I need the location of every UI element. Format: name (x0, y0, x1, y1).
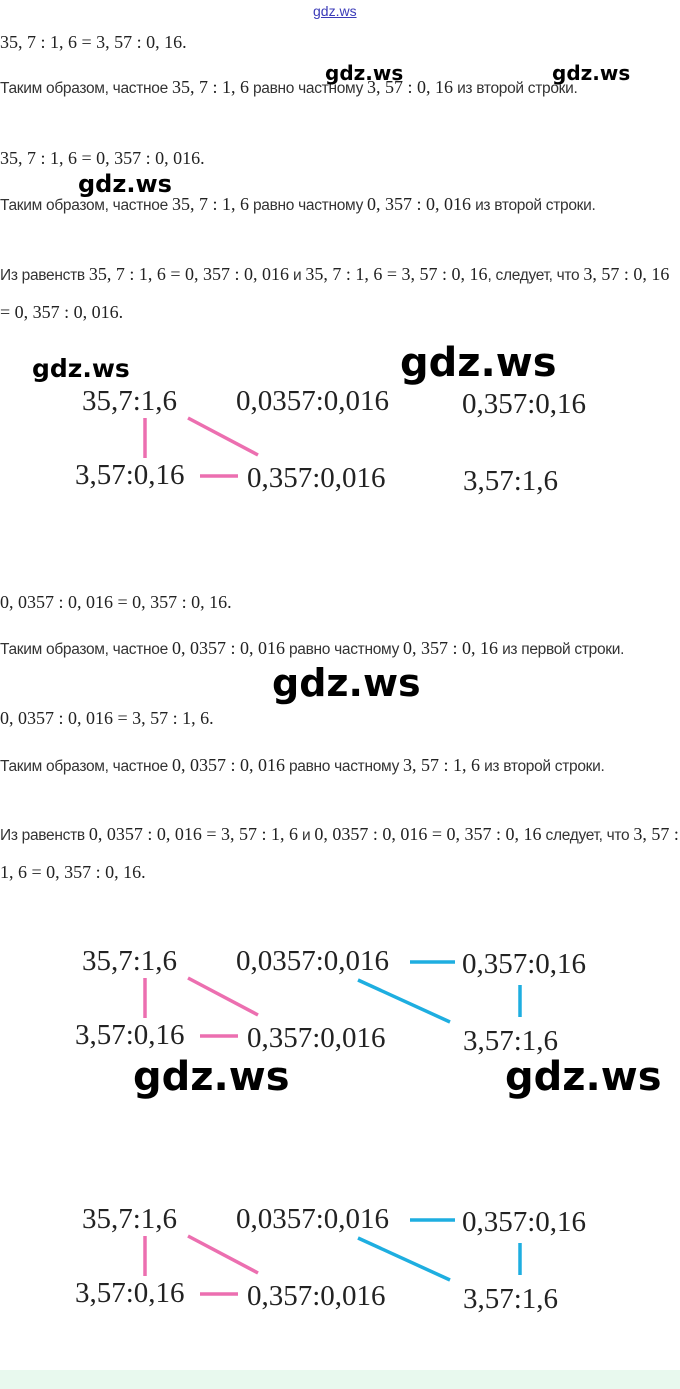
paragraph: 0, 0357 : 0, 016 = 0, 357 : 0, 16. (0, 584, 680, 622)
diagram-label: 0,357:0,16 (462, 388, 586, 420)
math: 35, 7 : 1, 6 (171, 194, 249, 214)
text: Из равенств (0, 267, 89, 284)
text: Таким образом, частное (0, 758, 172, 775)
text: равно частному (248, 80, 368, 97)
watermark: gdz.ws (32, 354, 130, 383)
math: 0, 0357 : 0, 016 = 3, 57 : 1, 6 (88, 824, 298, 844)
math: 35, 7 : 1, 6 = 3, 57 : 0, 16. (0, 32, 187, 52)
math: 35, 7 : 1, 6 = 0, 357 : 0, 016. (0, 148, 205, 168)
link (187, 976, 259, 1017)
text: следует, что (541, 827, 634, 844)
diagram-label: 0,0357:0,016 (236, 1203, 389, 1235)
paragraph: Из равенств 0, 0357 : 0, 016 = 3, 57 : 1… (0, 816, 680, 892)
diagram: 35,7:1,6 0,0357:0,016 0,357:0,16 3,57:0,16 0… (75, 385, 586, 497)
math: 3, 57 : 1, 6 (403, 755, 481, 775)
text: из первой строки. (498, 641, 625, 658)
paragraph: 0, 0357 : 0, 016 = 3, 57 : 1, 6. (0, 700, 680, 738)
diagram-label: 0,357:0,16 (462, 948, 586, 980)
diagram-label: 3,57:0,16 (75, 459, 185, 491)
math: 0, 0357 : 0, 016 = 0, 357 : 0, 16 (314, 824, 542, 844)
text: Таким образом, частное (0, 197, 172, 214)
text: , следует, что (487, 267, 584, 284)
math: 3, 57 : 1, 6 = 0, 357 : 0, 16. (0, 824, 679, 882)
text: и (297, 827, 315, 844)
text: Из равенств (0, 827, 89, 844)
diagram-label: 3,57:1,6 (463, 1283, 558, 1315)
link (187, 416, 259, 457)
link (357, 1236, 451, 1282)
link (357, 978, 451, 1024)
math: 0, 0357 : 0, 016 = 3, 57 : 1, 6. (0, 708, 214, 728)
text: равно частному (284, 641, 404, 658)
diagram: 35,7:1,6 0,0357:0,016 0,357:0,16 3,57:0,16 0… (75, 945, 586, 1057)
paragraph: 35, 7 : 1, 6 = 3, 57 : 0, 16. (0, 24, 680, 62)
text: Таким образом, частное (0, 80, 172, 97)
diagram-label: 0,357:0,016 (247, 1280, 386, 1312)
watermark: gdz.ws (325, 61, 403, 85)
math: 0, 357 : 0, 16 (403, 638, 499, 658)
text: Таким образом, частное (0, 641, 172, 658)
diagram-label: 3,57:1,6 (463, 465, 558, 497)
paragraph: Таким образом, частное 0, 0357 : 0, 016 … (0, 747, 680, 785)
watermark: gdz.ws (552, 61, 630, 85)
math: 3, 57 : 0, 16 (367, 77, 454, 97)
math: 0, 0357 : 0, 016 (171, 638, 285, 658)
link (187, 1234, 259, 1275)
top-link[interactable]: gdz.ws (313, 3, 357, 19)
diagram-label: 3,57:1,6 (463, 1025, 558, 1057)
text: равно частному (284, 758, 404, 775)
text: из второй строки. (471, 197, 596, 214)
text: и (288, 267, 306, 284)
footer-bar (0, 1370, 680, 1389)
math: 35, 7 : 1, 6 = 3, 57 : 0, 16 (305, 264, 488, 284)
watermark: gdz.ws (272, 661, 421, 705)
watermark: gdz.ws (400, 340, 557, 386)
diagram-label: 0,0357:0,016 (236, 385, 389, 417)
paragraph: 35, 7 : 1, 6 = 0, 357 : 0, 016. (0, 140, 680, 178)
diagram-label: 35,7:1,6 (82, 1203, 177, 1235)
math: 0, 0357 : 0, 016 = 0, 357 : 0, 16. (0, 592, 232, 612)
paragraph: Из равенств 35, 7 : 1, 6 = 0, 357 : 0, 0… (0, 256, 680, 332)
watermark: gdz.ws (133, 1054, 290, 1100)
math: 0, 357 : 0, 016 (367, 194, 472, 214)
diagram-label: 0,357:0,16 (462, 1206, 586, 1238)
text: равно частному (248, 197, 368, 214)
diagram-label: 3,57:0,16 (75, 1277, 185, 1309)
diagram: 35,7:1,6 0,0357:0,016 0,357:0,16 3,57:0,16 0… (75, 1203, 586, 1315)
diagram-label: 3,57:0,16 (75, 1019, 185, 1051)
watermark: gdz.ws (78, 170, 172, 198)
paragraph: Таким образом, частное 0, 0357 : 0, 016 … (0, 630, 680, 668)
math: 0, 0357 : 0, 016 (171, 755, 285, 775)
diagram-label: 35,7:1,6 (82, 945, 177, 977)
diagram-label: 0,0357:0,016 (236, 945, 389, 977)
text: из второй строки. (480, 758, 605, 775)
diagram-label: 0,357:0,016 (247, 1022, 386, 1054)
math: 3, 57 : 0, 16 = 0, 357 : 0, 016. (0, 264, 670, 322)
text: из второй строки. (453, 80, 578, 97)
math: 35, 7 : 1, 6 = 0, 357 : 0, 016 (88, 264, 289, 284)
paragraph: Таким образом, частное 35, 7 : 1, 6 равн… (0, 69, 680, 107)
watermark: gdz.ws (505, 1054, 662, 1100)
paragraph: Таким образом, частное 35, 7 : 1, 6 равн… (0, 186, 680, 224)
diagram-label: 0,357:0,016 (247, 462, 386, 494)
diagram-label: 35,7:1,6 (82, 385, 177, 417)
math: 35, 7 : 1, 6 (171, 77, 249, 97)
